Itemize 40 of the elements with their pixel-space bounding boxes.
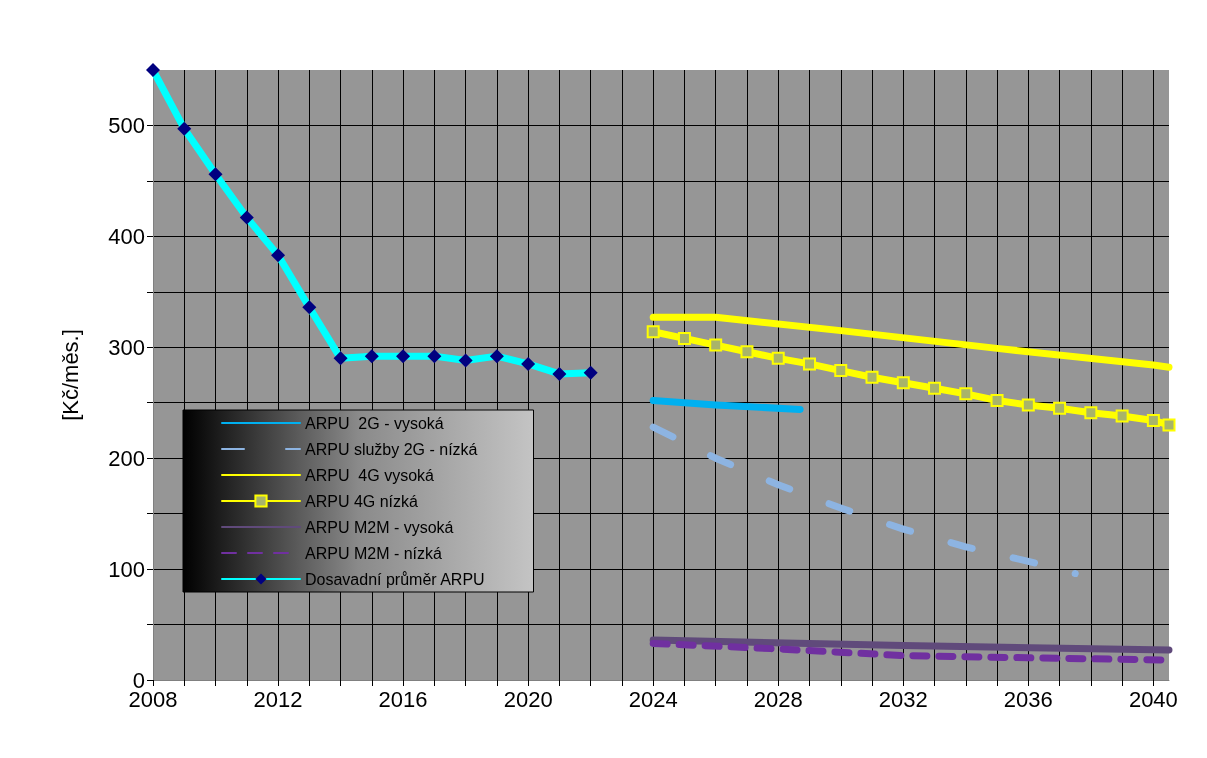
x-tick-label: 2032 <box>878 686 928 712</box>
point <box>959 387 973 401</box>
x-tick-label: 2024 <box>628 686 678 712</box>
point <box>865 370 879 384</box>
x-tick-label: 2020 <box>503 686 553 712</box>
point <box>990 394 1004 408</box>
point <box>771 351 785 365</box>
point <box>834 364 848 378</box>
x-tick-label: 2028 <box>753 686 803 712</box>
y-tick-label: 0 <box>132 667 145 693</box>
y-tick-label: 500 <box>108 112 145 138</box>
y-tick-label: 200 <box>108 445 145 471</box>
point <box>677 331 691 345</box>
legend-label: ARPU 2G - vysoká <box>305 414 444 432</box>
x-tick-label: 2012 <box>253 686 303 712</box>
y-axis-title: [Kč/měs.] <box>57 329 83 421</box>
legend-label: Dosavadní průměr ARPU <box>305 570 485 588</box>
x-tick-label: 2016 <box>378 686 428 712</box>
y-tick-label: 300 <box>108 334 145 360</box>
point <box>709 338 723 352</box>
legend-label: ARPU M2M - nízká <box>305 544 443 562</box>
x-tick-label: 2036 <box>1003 686 1053 712</box>
y-tick-label: 100 <box>108 556 145 582</box>
point <box>802 357 816 371</box>
y-tick-label: 400 <box>108 223 145 249</box>
legend-label: ARPU 4G nízká <box>305 492 419 510</box>
point <box>1115 409 1129 423</box>
point <box>740 345 754 359</box>
point <box>928 381 942 395</box>
legend-label: ARPU 4G vysoká <box>305 466 435 484</box>
legend-label: ARPU M2M - vysoká <box>305 518 454 536</box>
point <box>1146 413 1160 427</box>
x-tick-label: 2040 <box>1128 686 1178 712</box>
point <box>896 376 910 390</box>
point <box>1053 401 1067 415</box>
legend-label: ARPU služby 2G - nízká <box>305 440 478 458</box>
point <box>646 325 660 339</box>
point <box>1021 398 1035 412</box>
point <box>1084 406 1098 420</box>
point <box>1162 418 1176 432</box>
